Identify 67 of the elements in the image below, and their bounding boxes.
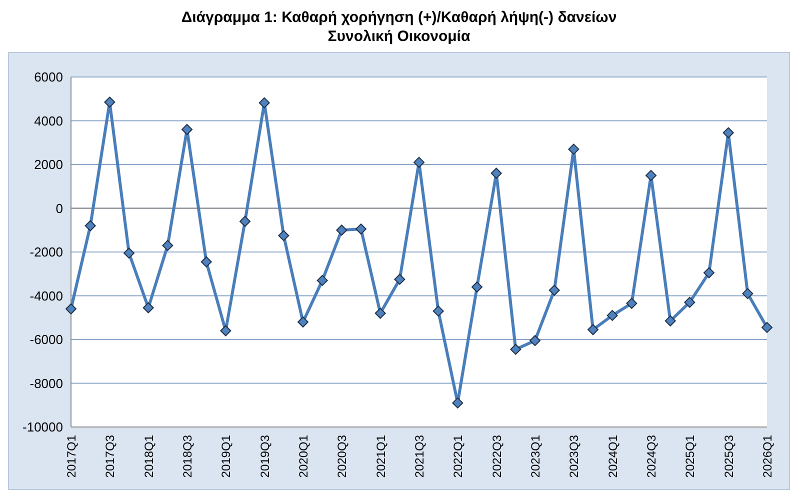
x-tick-label: 2025Q3 <box>722 434 736 478</box>
point <box>704 267 714 278</box>
x-tick-label: 2019Q1 <box>219 434 234 478</box>
point <box>722 127 734 138</box>
y-tick-label: -2000 <box>30 244 63 260</box>
x-tick-label: 2021Q3 <box>412 434 427 478</box>
point <box>606 310 618 321</box>
point <box>298 316 308 328</box>
point <box>336 224 348 236</box>
point <box>664 315 676 326</box>
x-tick-label: 2024Q1 <box>606 434 620 478</box>
point <box>258 97 270 108</box>
point <box>240 216 250 227</box>
y-tick-label: -8000 <box>30 376 63 391</box>
x-tick-label: 2024Q3 <box>644 434 659 478</box>
y-tick-label: 6000 <box>34 70 63 85</box>
point <box>414 156 424 168</box>
x-tick-label: 2023Q1 <box>528 434 543 478</box>
point <box>548 284 560 296</box>
point <box>510 344 522 355</box>
point <box>162 240 174 251</box>
point <box>684 296 696 308</box>
x-tick-label: 2025Q1 <box>683 434 698 478</box>
point <box>394 274 406 285</box>
point <box>220 325 232 336</box>
y-tick-label: 2000 <box>34 157 63 172</box>
point <box>356 224 366 235</box>
x-tick-label: 2020Q1 <box>296 434 311 478</box>
y-tick-label: -6000 <box>30 332 63 348</box>
point <box>200 256 212 268</box>
point <box>742 288 754 300</box>
y-tick-label: 0 <box>56 200 63 216</box>
point <box>432 306 444 317</box>
chart-title: Διάγραμμα 1: Καθαρή χορήγηση (+)/Καθαρή λήψη(-) δανείων <box>180 8 618 27</box>
point <box>568 144 580 155</box>
point <box>142 302 154 314</box>
point <box>588 324 598 336</box>
point <box>124 248 134 259</box>
point <box>66 303 76 314</box>
x-tick-label: 2018Q1 <box>142 434 156 478</box>
point <box>646 170 656 181</box>
y-tick-label: -4000 <box>30 288 63 304</box>
point <box>182 124 192 135</box>
point <box>452 397 464 408</box>
x-tick-label: 2017Q1 <box>64 434 79 478</box>
x-tick-label: 2023Q3 <box>567 434 582 478</box>
point <box>530 335 540 346</box>
point <box>316 274 328 286</box>
x-tick-label: 2021Q1 <box>374 434 388 478</box>
x-tick-label: 2017Q3 <box>103 434 118 478</box>
point <box>490 168 502 179</box>
point <box>104 96 116 108</box>
x-tick-label: 2022Q1 <box>451 434 466 478</box>
chart-subtitle: Συνολική Οικονομία <box>326 27 472 46</box>
point <box>626 298 638 309</box>
point <box>472 282 482 292</box>
y-tick-label: 4000 <box>34 113 63 128</box>
point <box>374 308 386 319</box>
x-tick-label: 2026Q1 <box>760 434 775 478</box>
y-tick-label: -10000 <box>22 420 63 435</box>
point <box>278 230 290 242</box>
point <box>84 220 96 232</box>
x-tick-label: 2019Q3 <box>258 434 272 478</box>
x-tick-label: 2020Q3 <box>335 434 350 478</box>
x-tick-label: 2022Q3 <box>490 434 504 478</box>
x-tick-label: 2018Q3 <box>180 434 195 478</box>
point <box>762 322 772 333</box>
